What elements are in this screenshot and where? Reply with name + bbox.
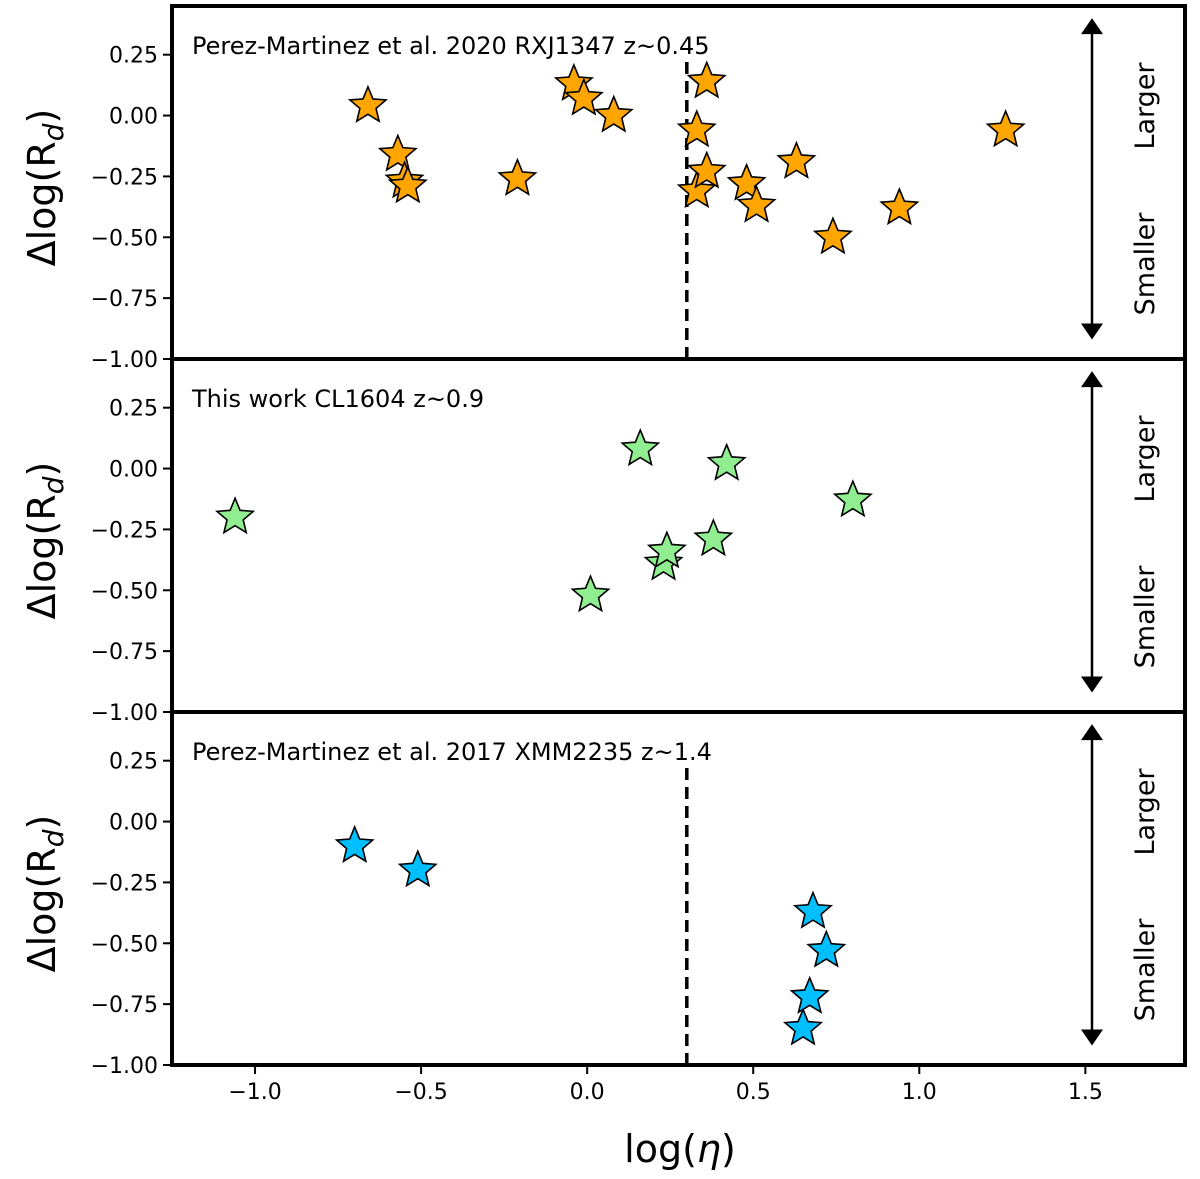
y-axis-label: Δlog(Rd): [20, 462, 70, 620]
x-tick-label: 0.0: [570, 1080, 605, 1105]
larger-label: Larger: [1130, 768, 1161, 856]
x-axis: log(η) −1.0 −0.5 0.0 0.5 1.0 1.5: [228, 1065, 1103, 1171]
data-point-star: [563, 77, 604, 116]
data-point-star: [334, 824, 375, 863]
y-tick-label: −1.00: [91, 348, 158, 373]
y-tick-label: 0.00: [109, 458, 158, 483]
y-tick-label: −0.50: [91, 579, 158, 604]
arrow-down-head: [1081, 676, 1104, 693]
larger-label: Larger: [1130, 415, 1161, 503]
panel-title: Perez-Martinez et al. 2017 XMM2235 z~1.4: [192, 738, 712, 766]
data-point-star: [646, 530, 687, 569]
x-tick-label: 0.5: [736, 1080, 771, 1105]
x-tick-label: −1.0: [228, 1080, 281, 1105]
panel-title: Perez-Martinez et al. 2020 RXJ1347 z~0.4…: [192, 32, 710, 60]
y-axis-label: Δlog(Rd): [20, 109, 70, 267]
data-point-star: [377, 133, 418, 172]
data-point-star: [570, 574, 611, 613]
panel-1: 0.25 0.00 −0.25 −0.50 −0.75 −1.00 Δlog(Rd) Pere…: [20, 4, 1187, 373]
y-tick-label: 0.25: [109, 750, 158, 775]
data-point-star: [879, 186, 920, 226]
y-tick-label: −0.75: [91, 640, 158, 665]
y-tick-label: 0.25: [109, 397, 158, 422]
larger-label: Larger: [1130, 62, 1161, 150]
arrow-up-head: [1081, 724, 1104, 741]
y-tick-label: −0.25: [91, 871, 158, 896]
panels-layer: 0.25 0.00 −0.25 −0.50 −0.75 −1.00 Δlog(Rd) Pere…: [20, 4, 1187, 1079]
y-tick-label: −0.75: [91, 993, 158, 1018]
y-axis-label: Δlog(Rd): [20, 815, 70, 973]
data-point-star: [693, 518, 734, 557]
data-point-star: [215, 496, 256, 535]
data-point-star: [792, 890, 834, 929]
data-point-star: [620, 427, 661, 467]
panel-frame: [170, 710, 1187, 1067]
arrow-up-head: [1081, 371, 1104, 388]
data-point-star: [593, 94, 634, 133]
y-tick-label: −1.00: [91, 1054, 158, 1079]
x-tick-label: 1.5: [1068, 1080, 1103, 1105]
y-tick-label: −1.00: [91, 701, 158, 726]
data-point-star: [806, 929, 847, 968]
data-point-star: [686, 60, 727, 99]
data-point-star: [347, 84, 389, 123]
x-tick-label: −0.5: [394, 1080, 447, 1105]
data-point-star: [676, 169, 717, 209]
panel-3: 0.25 0.00 −0.25 −0.50 −0.75 −1.00 Δlog(Rd) Pere…: [20, 710, 1187, 1079]
data-point-star: [706, 442, 747, 481]
y-tick-label: −0.25: [91, 518, 158, 543]
smaller-label: Smaller: [1130, 918, 1161, 1022]
y-tick-label: −0.50: [91, 932, 158, 957]
data-point-star: [985, 109, 1026, 148]
panel-2: 0.25 0.00 −0.25 −0.50 −0.75 −1.00 Δlog(Rd) This…: [20, 357, 1187, 726]
data-point-star: [782, 1007, 824, 1046]
data-point-star: [812, 216, 854, 255]
y-tick-label: 0.00: [109, 811, 158, 836]
data-point-star: [676, 109, 717, 148]
x-tick-label: 1.0: [902, 1080, 937, 1105]
smaller-label: Smaller: [1130, 565, 1161, 669]
data-point-star: [387, 165, 428, 204]
data-point-star: [776, 140, 817, 179]
arrow-down-head: [1081, 1029, 1104, 1046]
data-point-star: [736, 184, 777, 223]
x-axis-label: log(η): [624, 1127, 736, 1171]
data-point-star: [686, 150, 727, 189]
y-tick-label: −0.75: [91, 287, 158, 312]
smaller-label: Smaller: [1130, 212, 1161, 316]
y-tick-label: −0.25: [91, 165, 158, 190]
arrow-up-head: [1081, 18, 1104, 35]
data-point-star: [832, 479, 873, 518]
y-tick-label: 0.00: [109, 105, 158, 130]
data-point-star: [497, 157, 538, 196]
data-point-star: [789, 975, 830, 1014]
y-tick-label: 0.25: [109, 44, 158, 69]
y-tick-label: −0.50: [91, 226, 158, 251]
data-point-star: [397, 849, 438, 888]
arrow-down-head: [1081, 323, 1104, 340]
panel-title: This work CL1604 z~0.9: [191, 385, 484, 413]
